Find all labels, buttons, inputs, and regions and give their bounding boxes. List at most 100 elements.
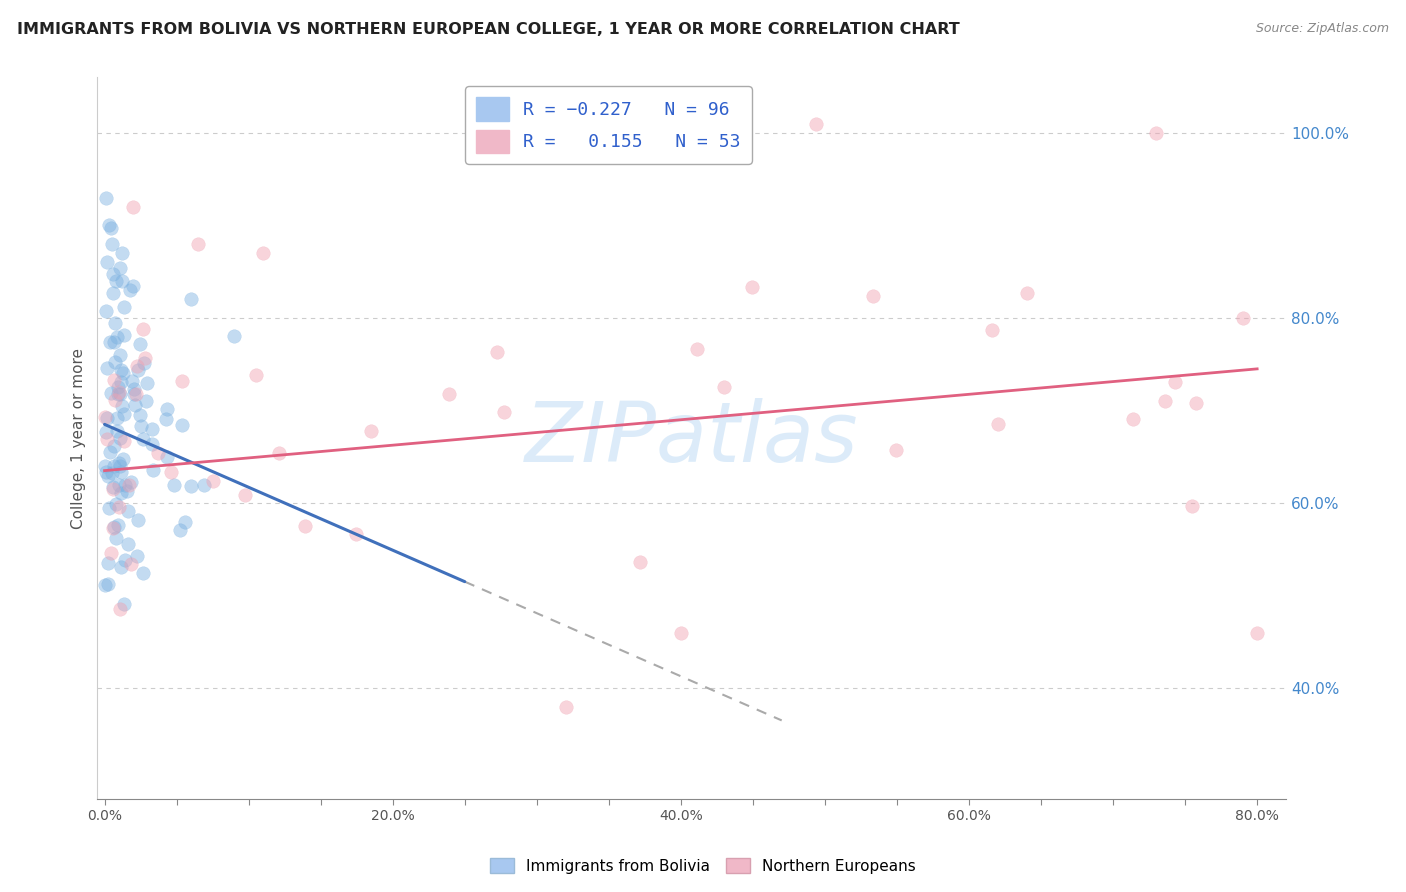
Legend: R = −0.227   N = 96, R =   0.155   N = 53: R = −0.227 N = 96, R = 0.155 N = 53 [465, 87, 752, 163]
Point [128, 336, 150, 351]
Point [103, 373, 125, 387]
Point [120, 558, 142, 572]
Point [174, 515, 197, 529]
Point [108, 348, 131, 362]
Point [141, 422, 163, 436]
Point [134, 351, 156, 365]
Point [108, 458, 131, 473]
Legend: Immigrants from Bolivia, Northern Europeans: Immigrants from Bolivia, Northern Europe… [484, 852, 922, 880]
Point [111, 246, 134, 260]
Point [132, 322, 155, 336]
Point [112, 598, 135, 612]
Point [1015, 285, 1038, 300]
Point [172, 418, 194, 433]
Point [1185, 396, 1208, 410]
Point [987, 417, 1010, 432]
Point [112, 434, 135, 449]
Point [112, 328, 135, 343]
Point [120, 475, 142, 489]
Point [121, 374, 143, 388]
Point [107, 518, 129, 533]
Point [129, 419, 152, 434]
Point [103, 482, 125, 496]
Point [122, 382, 145, 396]
Point [160, 465, 183, 479]
Point [108, 456, 131, 470]
Point [104, 355, 127, 369]
Point [741, 279, 763, 293]
Point [104, 497, 127, 511]
Point [124, 386, 146, 401]
Point [269, 446, 291, 460]
Point [180, 479, 202, 493]
Point [980, 323, 1002, 337]
Point [107, 387, 129, 401]
Point [155, 412, 177, 426]
Point [125, 549, 148, 563]
Point [97, 219, 120, 233]
Point [1246, 625, 1268, 640]
Point [110, 559, 132, 574]
Point [104, 392, 127, 407]
Point [93, 578, 115, 592]
Point [1144, 126, 1167, 140]
Point [96, 360, 118, 375]
Point [96, 410, 118, 425]
Point [127, 363, 149, 377]
Point [128, 408, 150, 422]
Point [360, 424, 382, 438]
Point [125, 359, 148, 373]
Point [105, 274, 128, 288]
Point [105, 411, 128, 425]
Point [122, 279, 145, 293]
Point [169, 523, 191, 537]
Point [111, 367, 134, 381]
Point [96, 255, 118, 269]
Point [103, 439, 125, 453]
Point [100, 466, 122, 480]
Point [669, 625, 692, 640]
Point [294, 519, 316, 533]
Point [344, 526, 367, 541]
Point [686, 343, 709, 357]
Point [98, 501, 121, 516]
Point [100, 221, 122, 235]
Point [112, 407, 135, 421]
Point [163, 477, 186, 491]
Point [105, 330, 128, 344]
Point [114, 553, 136, 567]
Point [103, 520, 125, 534]
Point [101, 268, 124, 282]
Text: Source: ZipAtlas.com: Source: ZipAtlas.com [1256, 22, 1389, 36]
Point [94, 459, 117, 474]
Point [713, 380, 735, 394]
Point [1122, 412, 1144, 426]
Point [105, 531, 128, 545]
Point [108, 500, 131, 515]
Text: IMMIGRANTS FROM BOLIVIA VS NORTHERN EUROPEAN COLLEGE, 1 YEAR OR MORE CORRELATION: IMMIGRANTS FROM BOLIVIA VS NORTHERN EURO… [17, 22, 960, 37]
Point [233, 488, 256, 502]
Point [110, 431, 132, 445]
Point [94, 465, 117, 479]
Point [110, 465, 132, 479]
Point [141, 437, 163, 451]
Point [1153, 393, 1175, 408]
Point [156, 450, 179, 464]
Point [117, 504, 139, 518]
Point [111, 399, 134, 413]
Point [110, 601, 132, 615]
Point [132, 566, 155, 580]
Point [170, 374, 193, 388]
Point [193, 478, 215, 492]
Point [117, 537, 139, 551]
Point [1232, 310, 1254, 325]
Y-axis label: College, 1 year or more: College, 1 year or more [72, 348, 86, 529]
Point [494, 404, 516, 418]
Point [142, 463, 165, 477]
Point [96, 425, 118, 439]
Point [110, 363, 132, 377]
Point [554, 699, 576, 714]
Text: ZIPatlas: ZIPatlas [524, 398, 859, 479]
Point [103, 459, 125, 474]
Point [97, 469, 120, 483]
